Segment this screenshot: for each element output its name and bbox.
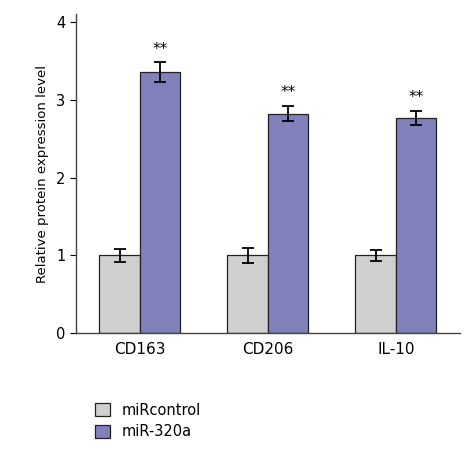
Text: **: ** bbox=[281, 85, 296, 100]
Legend: miRcontrol, miR-320a: miRcontrol, miR-320a bbox=[91, 398, 205, 444]
Text: **: ** bbox=[409, 90, 424, 105]
Text: **: ** bbox=[153, 42, 168, 57]
Bar bbox=[396, 118, 436, 333]
Bar bbox=[99, 256, 140, 333]
Y-axis label: Relative protein expression level: Relative protein expression level bbox=[36, 65, 49, 282]
Bar bbox=[227, 256, 268, 333]
Bar bbox=[355, 256, 396, 333]
Bar bbox=[140, 72, 180, 333]
Bar bbox=[268, 113, 308, 333]
